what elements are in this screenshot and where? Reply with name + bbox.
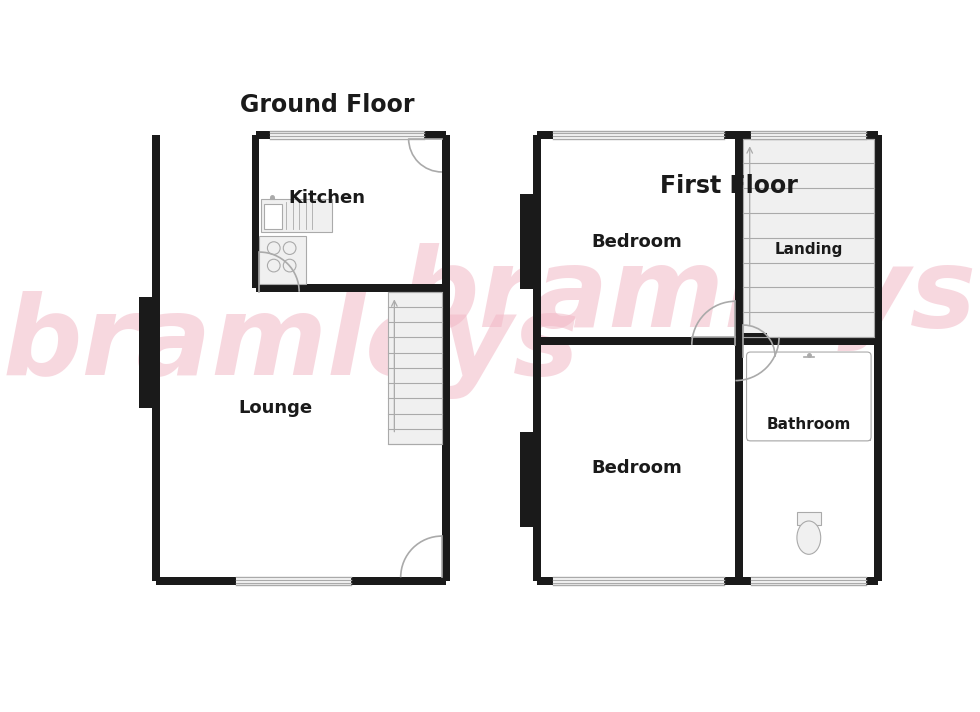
Bar bbox=[533, 135, 541, 581]
Bar bbox=[442, 135, 450, 288]
Bar bbox=[139, 298, 161, 409]
Bar bbox=[519, 432, 541, 528]
Bar bbox=[252, 135, 260, 288]
Text: Bedroom: Bedroom bbox=[591, 459, 682, 477]
Text: Lounge: Lounge bbox=[238, 399, 313, 417]
Bar bbox=[748, 353, 870, 440]
Text: bramleys: bramleys bbox=[399, 244, 976, 351]
Text: Kitchen: Kitchen bbox=[288, 189, 366, 207]
FancyBboxPatch shape bbox=[747, 352, 871, 441]
Bar bbox=[735, 333, 767, 337]
Text: Landing: Landing bbox=[775, 242, 844, 257]
Bar bbox=[388, 292, 442, 444]
Bar bbox=[752, 131, 866, 139]
Text: Bathroom: Bathroom bbox=[766, 417, 851, 431]
Text: Ground Floor: Ground Floor bbox=[240, 93, 415, 117]
Bar bbox=[270, 131, 424, 139]
Bar bbox=[537, 337, 739, 345]
Bar bbox=[265, 204, 281, 229]
Text: First Floor: First Floor bbox=[661, 174, 798, 198]
Bar bbox=[752, 577, 866, 585]
Bar bbox=[153, 135, 161, 581]
Ellipse shape bbox=[797, 521, 820, 555]
Bar bbox=[256, 284, 446, 292]
Bar bbox=[553, 131, 723, 139]
Bar bbox=[236, 577, 351, 585]
Bar bbox=[537, 131, 878, 139]
Bar bbox=[442, 288, 450, 581]
Bar bbox=[519, 194, 541, 289]
Bar bbox=[744, 139, 874, 337]
Bar bbox=[739, 337, 878, 345]
Bar bbox=[261, 199, 332, 232]
Bar bbox=[797, 512, 820, 525]
Text: bramleys: bramleys bbox=[3, 291, 580, 399]
Bar bbox=[157, 577, 446, 585]
Bar bbox=[874, 135, 882, 581]
Text: Bedroom: Bedroom bbox=[591, 233, 682, 251]
Bar bbox=[553, 577, 723, 585]
Bar bbox=[260, 236, 306, 284]
Bar bbox=[537, 577, 878, 585]
Bar bbox=[256, 131, 446, 139]
Bar bbox=[735, 135, 744, 581]
